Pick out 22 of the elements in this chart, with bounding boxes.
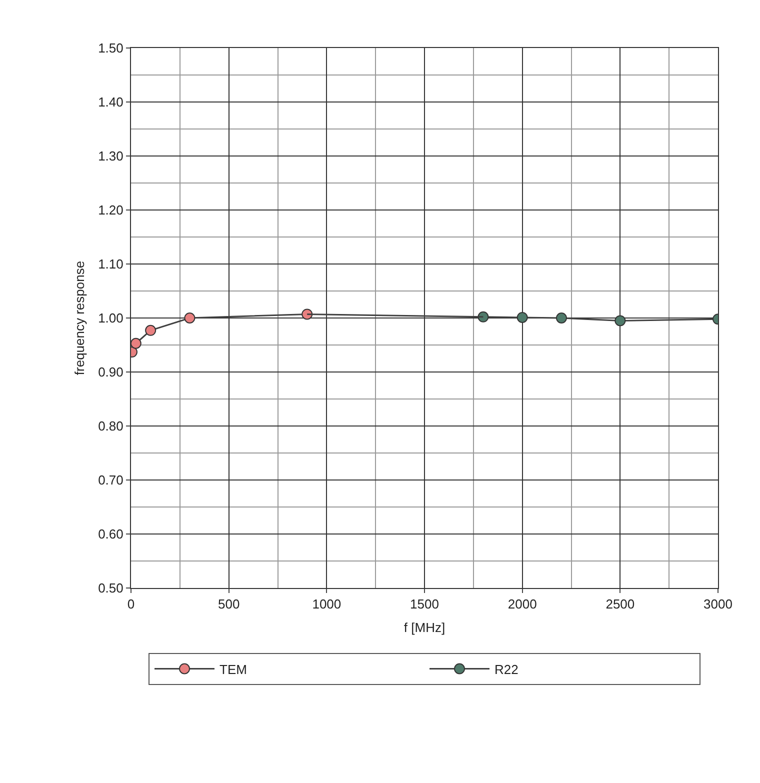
y-tick-label: 1.50 (98, 40, 124, 56)
y-tick-label: 1.20 (98, 202, 124, 218)
x-tick-label: 1000 (312, 596, 342, 612)
x-tick-label: 2500 (606, 596, 635, 612)
x-tick-label: 1500 (410, 596, 439, 612)
y-tick-label: 0.70 (98, 472, 124, 488)
y-tick-label: 0.90 (98, 364, 124, 380)
y-tick-label: 1.40 (98, 94, 124, 110)
x-axis-title: f [MHz] (404, 620, 446, 636)
legend-label: R22 (494, 662, 518, 677)
y-tick-label: 1.00 (98, 310, 124, 326)
x-tick-label: 2000 (508, 596, 537, 612)
y-tick-label: 1.30 (98, 148, 124, 164)
y-tick-label: 0.50 (98, 580, 124, 596)
y-tick-label: 0.60 (98, 526, 124, 542)
y-tick-label: 1.10 (98, 256, 124, 272)
legend-label: TEM (220, 662, 247, 677)
y-axis-title: frequency response (72, 260, 88, 376)
x-tick-label: 500 (218, 596, 240, 612)
x-tick-label: 0 (127, 596, 135, 612)
x-tick-label: 3000 (704, 596, 732, 612)
y-tick-label: 0.80 (98, 418, 124, 434)
